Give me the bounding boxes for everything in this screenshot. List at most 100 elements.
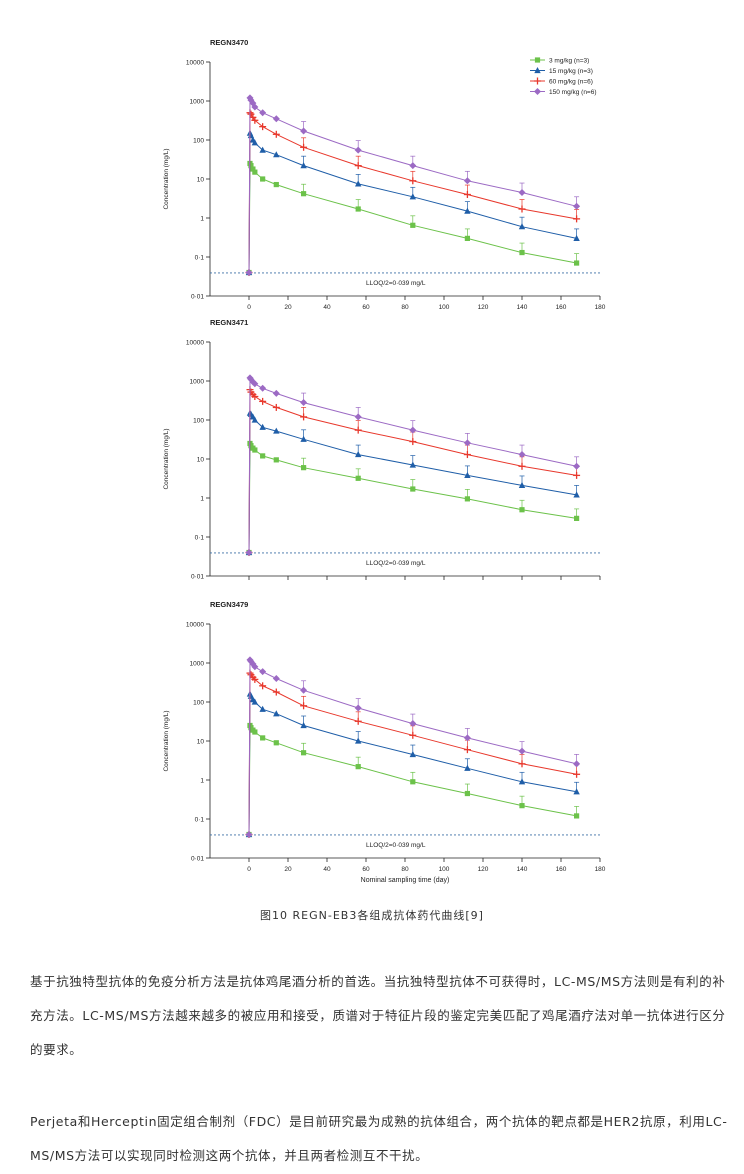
data-point: [464, 790, 470, 797]
x-tick-label: 180: [595, 866, 606, 873]
data-point: [301, 465, 307, 471]
legend-marker: [534, 67, 541, 74]
y-tick-label: 10: [197, 456, 205, 463]
y-tick-label: 0·1: [195, 534, 205, 541]
data-point: [410, 779, 416, 785]
data-point: [300, 721, 307, 729]
legend-label: 60 mg/kg (n=6): [549, 78, 593, 85]
data-point: [245, 831, 253, 839]
chart-title: REGN3471: [210, 318, 248, 327]
data-point: [410, 486, 416, 492]
x-tick-label: 20: [284, 304, 292, 310]
data-point: [272, 389, 280, 397]
data-point: [260, 176, 266, 182]
data-point: [245, 269, 253, 277]
data-point: [301, 750, 307, 756]
data-point: [409, 426, 417, 434]
data-point: [463, 439, 471, 447]
data-point: [574, 813, 580, 819]
data-point: [300, 686, 308, 694]
data-point: [409, 461, 416, 468]
data-point: [518, 189, 526, 197]
data-point: [355, 451, 362, 458]
data-point: [259, 384, 267, 392]
lloq-label: LLOQ/2=0·039 mg/L: [366, 280, 426, 287]
data-point: [409, 162, 417, 170]
y-tick-label: 100: [193, 417, 204, 424]
legend-marker: [534, 57, 541, 63]
y-tick-label: 100: [193, 699, 204, 706]
x-tick-label: 160: [556, 866, 567, 873]
y-axis-label: Concentration (mg/L): [163, 428, 170, 489]
x-tick-label: 80: [401, 304, 409, 310]
y-tick-label: 1: [200, 215, 204, 222]
series-line: [248, 132, 577, 273]
data-point: [573, 462, 581, 470]
data-point: [354, 146, 362, 154]
data-point: [259, 109, 267, 117]
data-point: [252, 447, 258, 453]
chart-regn3471: REGN34710·010·11101001000100000204060801…: [163, 318, 602, 580]
data-point: [573, 202, 581, 210]
y-tick-label: 0·1: [195, 254, 205, 261]
data-point: [410, 222, 416, 228]
data-point: [273, 181, 279, 188]
data-point: [355, 475, 361, 481]
series-line: [248, 97, 577, 273]
y-tick-label: 1000: [190, 660, 205, 667]
data-point: [300, 435, 307, 442]
data-point: [355, 206, 361, 212]
data-point: [260, 735, 266, 741]
y-tick-label: 0·01: [191, 293, 204, 300]
paragraph-1: 基于抗独特型抗体的免疫分析方法是抗体鸡尾酒分析的首选。当抗独特型抗体不可获得时，…: [30, 974, 726, 1057]
x-axis-label: Nominal sampling time (day): [361, 877, 450, 884]
data-point: [574, 515, 580, 521]
data-point: [573, 234, 580, 241]
series-line: [248, 389, 577, 553]
data-point: [464, 496, 470, 502]
data-point: [252, 169, 258, 175]
legend-label: 15 mg/kg (n=3): [549, 68, 593, 75]
data-point: [273, 151, 280, 158]
data-point: [355, 764, 361, 770]
series-1: [246, 722, 580, 838]
x-tick-label: 40: [323, 866, 331, 873]
y-tick-label: 1000: [190, 98, 205, 105]
data-point: [573, 788, 580, 795]
y-tick-label: 10: [197, 738, 205, 745]
x-tick-label: 120: [478, 304, 489, 310]
y-tick-label: 10000: [186, 59, 204, 66]
y-tick-label: 0·01: [191, 573, 204, 580]
legend-label: 3 mg/kg (n=3): [549, 57, 589, 64]
x-tick-label: 120: [478, 866, 489, 873]
y-tick-label: 10: [197, 176, 205, 183]
series-4: [245, 94, 581, 277]
data-point: [355, 180, 362, 187]
y-axis-label: Concentration (mg/L): [163, 710, 170, 771]
data-point: [518, 481, 526, 489]
data-point: [251, 416, 259, 423]
data-point: [355, 737, 362, 744]
data-point: [300, 162, 307, 169]
y-tick-label: 1: [200, 777, 204, 784]
x-tick-label: 180: [595, 304, 606, 310]
legend-marker: [534, 88, 541, 95]
data-point: [518, 451, 526, 459]
data-point: [300, 399, 308, 407]
data-point: [272, 115, 280, 123]
chart-regn3470: REGN3470 0·01 0·1 1 10 100 1000 10000 0 20 40 60 80 1…: [163, 38, 606, 310]
series-3: [245, 669, 581, 839]
legend-label: 150 mg/kg (n=6): [549, 89, 597, 96]
figure-caption: 图10 REGN-EB3各组成抗体药代曲线[9]: [260, 909, 484, 922]
data-point: [273, 740, 279, 746]
pk-figure: REGN3470 0·01 0·1 1 10 100 1000 10000 0 20 40 60 80 1…: [163, 38, 606, 884]
chart-title: REGN3470: [210, 38, 248, 47]
x-tick-label: 160: [556, 304, 567, 310]
chart-regn3479: REGN3479 0·01 0·1 1 10 100 1000 10000 0 20 40 60 80 1…: [163, 600, 606, 884]
data-point: [519, 507, 525, 513]
series-2: [245, 129, 580, 276]
legend-item: 15 mg/kg (n=3): [530, 67, 593, 75]
data-point: [248, 163, 254, 169]
y-tick-label: 1000: [190, 378, 205, 385]
data-point: [260, 453, 266, 459]
